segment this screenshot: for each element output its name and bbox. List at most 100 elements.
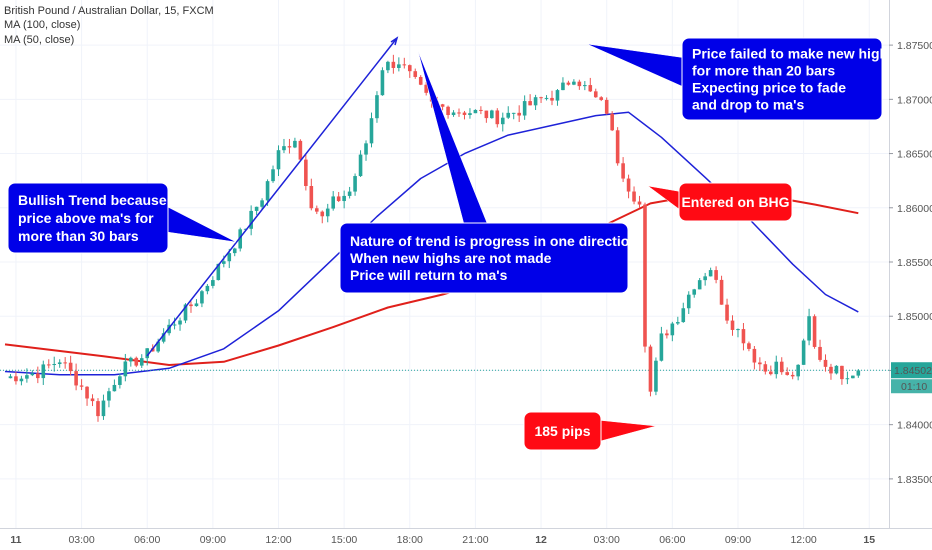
candle-body bbox=[375, 95, 379, 119]
candle-body bbox=[440, 104, 445, 107]
candle-body bbox=[851, 375, 855, 379]
candle-body bbox=[703, 276, 707, 281]
candle-body bbox=[479, 109, 483, 111]
candle-body bbox=[670, 323, 675, 336]
callout-nature: Nature of trend is progress in one direc… bbox=[339, 50, 638, 294]
candle-body bbox=[829, 366, 833, 374]
candle-body bbox=[57, 362, 62, 365]
candle-body bbox=[205, 285, 210, 292]
y-tick-label: 1.86500 bbox=[897, 149, 932, 161]
candle-body bbox=[222, 261, 226, 264]
candle-body bbox=[697, 280, 702, 290]
candle-body bbox=[347, 191, 352, 196]
candle-body bbox=[577, 81, 582, 87]
candle-body bbox=[74, 371, 78, 386]
candle-body bbox=[134, 357, 139, 366]
y-tick-label: 1.85000 bbox=[897, 311, 932, 323]
x-tick-label: 11 bbox=[10, 534, 21, 546]
candle-body bbox=[25, 375, 29, 379]
candle-body bbox=[309, 185, 314, 209]
candle-body bbox=[566, 82, 571, 85]
x-tick-label: 12:00 bbox=[265, 534, 291, 546]
candle-body bbox=[834, 365, 839, 374]
callout-text-line: 185 pips bbox=[534, 423, 590, 439]
callout-text-line: more than 30 bars bbox=[18, 228, 139, 244]
candle-body bbox=[178, 320, 182, 325]
candle-body bbox=[314, 208, 319, 212]
candle-body bbox=[621, 163, 625, 179]
candle-body bbox=[818, 346, 822, 360]
time-axis: 11 03:00 06:00 09:00 12:00 15:00 18:00 21:00 12 0… bbox=[10, 534, 875, 546]
candle-body bbox=[511, 112, 516, 114]
candle-body bbox=[276, 150, 281, 170]
candle-body bbox=[468, 113, 472, 115]
candle-body bbox=[260, 200, 264, 207]
callout-pips: 185 pips bbox=[523, 411, 657, 451]
candle-body bbox=[446, 106, 450, 116]
candle-body bbox=[725, 304, 729, 321]
x-tick-label: 12 bbox=[535, 534, 547, 546]
candle-body bbox=[68, 362, 73, 372]
candle-body bbox=[555, 90, 560, 101]
candle-body bbox=[801, 340, 806, 365]
candle-body bbox=[643, 204, 647, 347]
last-price-tag bbox=[891, 362, 932, 379]
callout-pointer bbox=[596, 419, 657, 443]
callout-text-line: and drop to ma's bbox=[692, 96, 804, 112]
callout-text-line: Bullish Trend because bbox=[18, 192, 167, 208]
candle-body bbox=[615, 130, 620, 164]
symbol-title[interactable]: British Pound / Australian Dollar, 15, F… bbox=[4, 5, 214, 17]
candle-body bbox=[451, 112, 456, 116]
callout-pointer bbox=[586, 43, 687, 89]
candle-body bbox=[500, 117, 505, 125]
candle-body bbox=[172, 324, 177, 326]
candle-body bbox=[189, 304, 193, 307]
x-tick-label: 03:00 bbox=[594, 534, 620, 546]
candle-body bbox=[528, 101, 532, 106]
y-tick-label: 1.87500 bbox=[897, 40, 932, 52]
candle-body bbox=[183, 304, 188, 321]
candle-body bbox=[763, 364, 768, 372]
candle-body bbox=[719, 279, 724, 305]
candle-body bbox=[676, 322, 680, 324]
callout-pointer bbox=[417, 50, 490, 229]
callout-text-line: Entered on BHG bbox=[681, 194, 789, 210]
candle-body bbox=[380, 70, 385, 96]
candle-body bbox=[139, 358, 144, 366]
candle-body bbox=[79, 385, 84, 387]
candle-body bbox=[41, 364, 46, 379]
candle-body bbox=[495, 110, 500, 125]
y-tick-label: 1.85500 bbox=[897, 257, 932, 269]
candle-body bbox=[484, 110, 489, 119]
callout-text-line: Price failed to make new high bbox=[692, 45, 888, 61]
y-tick-label: 1.87000 bbox=[897, 94, 932, 106]
candle-body bbox=[730, 320, 735, 330]
candle-body bbox=[648, 346, 653, 392]
candle-body bbox=[462, 112, 467, 115]
candle-body bbox=[8, 376, 13, 379]
candle-body bbox=[369, 118, 374, 144]
callout-bullish: Bullish Trend because price above ma's fo… bbox=[7, 182, 237, 254]
candle-body bbox=[654, 360, 658, 392]
candle-body bbox=[626, 178, 631, 192]
candle-body bbox=[407, 65, 412, 72]
candle-body bbox=[736, 329, 740, 331]
candle-body bbox=[856, 370, 861, 376]
price-axis: 1.835001.840001.845001.850001.855001.860… bbox=[889, 40, 932, 486]
candle-body bbox=[358, 154, 363, 177]
ma50-legend[interactable]: MA (50, close) bbox=[4, 34, 75, 46]
candle-body bbox=[413, 71, 418, 77]
candle-body bbox=[145, 348, 150, 359]
x-tick-label: 06:00 bbox=[134, 534, 160, 546]
callout-text-line: Nature of trend is progress in one direc… bbox=[350, 233, 638, 249]
x-tick-label: 09:00 bbox=[725, 534, 751, 546]
ma100-legend[interactable]: MA (100, close) bbox=[4, 19, 81, 31]
candle-body bbox=[758, 362, 762, 365]
candle-body bbox=[506, 112, 511, 118]
candle-body bbox=[593, 91, 598, 98]
candle-body bbox=[424, 84, 428, 93]
candle-body bbox=[769, 371, 773, 375]
candle-body bbox=[63, 362, 67, 364]
y-tick-label: 1.84000 bbox=[897, 420, 932, 432]
